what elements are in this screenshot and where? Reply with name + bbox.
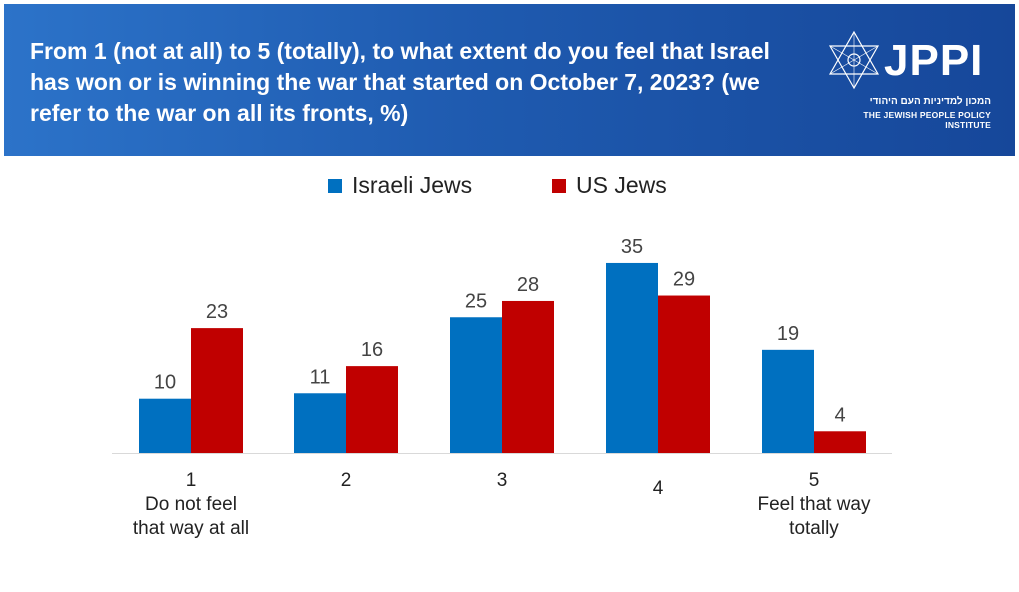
bar-us-2 <box>346 366 398 453</box>
x-tick-label-5: 5 <box>809 470 820 491</box>
star-of-david-icon <box>828 30 880 90</box>
data-label-israeli-5: 19 <box>777 323 799 345</box>
x-tick-sublabel-5: totally <box>789 518 839 539</box>
legend-swatch-us <box>552 178 566 193</box>
data-label-us-1: 23 <box>206 301 228 323</box>
jppi-logo: JPPI המכון למדיניות העם היהודי THE JEWIS… <box>826 30 996 130</box>
legend-swatch-israeli <box>328 178 342 193</box>
data-label-us-5: 4 <box>834 404 845 426</box>
bar-us-3 <box>502 300 554 453</box>
data-label-israeli-1: 10 <box>154 372 176 394</box>
logo-subtitle-english: THE JEWISH PEOPLE POLICY INSTITUTE <box>863 110 991 130</box>
chart-title: From 1 (not at all) to 5 (totally), to w… <box>30 38 770 126</box>
data-label-israeli-4: 35 <box>621 236 643 258</box>
x-tick-sublabel-1: Do not feel <box>145 494 237 515</box>
bar-israeli-2 <box>294 393 346 453</box>
bar-us-1 <box>191 328 243 453</box>
data-label-israeli-3: 25 <box>465 290 487 312</box>
legend-label-israeli: Israeli Jews <box>352 172 473 198</box>
chart-legend: Israeli Jews US Jews <box>0 172 1019 202</box>
bar-us-5 <box>814 431 866 453</box>
x-tick-label-1: 1 <box>186 470 197 491</box>
logo-subtitle-hebrew: המכון למדיניות העם היהודי <box>869 96 991 107</box>
data-label-israeli-2: 11 <box>310 366 331 388</box>
legend-item-israeli: Israeli Jews <box>328 172 472 199</box>
logo-wordmark: JPPI <box>884 36 984 85</box>
bar-israeli-4 <box>606 262 658 453</box>
legend-item-us: US Jews <box>552 172 667 199</box>
x-tick-sublabel-1: that way at all <box>133 518 249 539</box>
x-tick-label-2: 2 <box>341 470 352 491</box>
data-label-us-3: 28 <box>517 274 539 296</box>
bar-israeli-3 <box>450 317 502 453</box>
bar-israeli-5 <box>762 349 814 453</box>
x-tick-label-3: 3 <box>497 470 508 491</box>
x-tick-label-4: 4 <box>653 478 664 499</box>
bar-israeli-1 <box>139 398 191 453</box>
bar-us-4 <box>658 295 710 453</box>
chart-header: From 1 (not at all) to 5 (totally), to w… <box>4 4 1015 156</box>
data-label-us-2: 16 <box>361 339 383 361</box>
x-tick-sublabel-5: Feel that way <box>758 494 871 515</box>
data-label-us-4: 29 <box>673 269 695 291</box>
legend-label-us: US Jews <box>576 172 667 198</box>
